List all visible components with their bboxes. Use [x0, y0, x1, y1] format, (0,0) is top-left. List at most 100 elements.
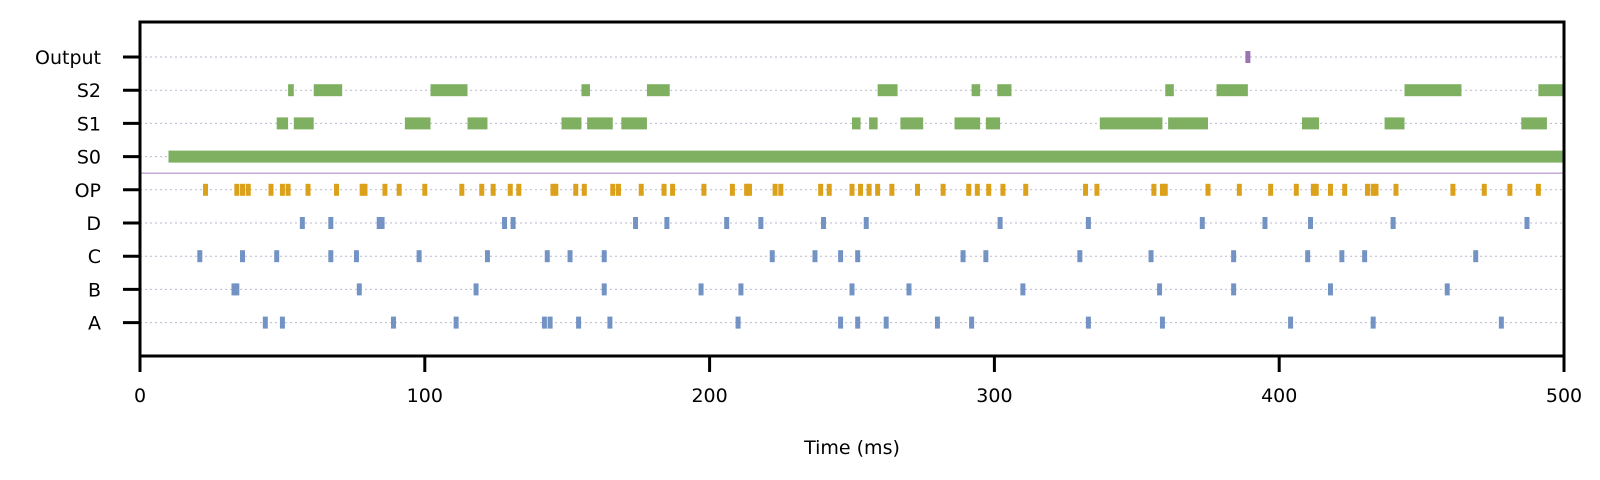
state-s2-1 [313, 84, 343, 97]
event-d-9 [758, 217, 764, 229]
event-op-40 [889, 183, 895, 196]
event-d-14 [1199, 217, 1205, 229]
event-a-7 [607, 316, 613, 329]
event-c-8 [567, 250, 573, 263]
event-op-41 [915, 183, 921, 196]
event-op-45 [986, 183, 992, 196]
event-op-2 [240, 183, 246, 196]
event-b-7 [849, 283, 855, 296]
event-d-10 [821, 217, 827, 229]
event-c-9 [601, 250, 607, 263]
event-a-17 [1370, 316, 1376, 329]
event-op-61 [1364, 183, 1370, 196]
event-c-1 [240, 250, 246, 263]
event-op-46 [1000, 183, 1006, 196]
event-op-34 [818, 183, 824, 196]
state-s1-13 [1168, 117, 1208, 130]
event-c-12 [838, 250, 844, 263]
event-c-15 [983, 250, 989, 263]
event-c-4 [353, 250, 359, 263]
state-s1-4 [561, 117, 582, 130]
event-b-1 [234, 283, 240, 296]
event-d-15 [1262, 217, 1268, 229]
event-c-7 [544, 250, 550, 263]
y-tick-label-a: A [88, 313, 101, 335]
event-c-14 [960, 250, 966, 263]
event-op-10 [362, 183, 368, 196]
event-op-51 [1159, 183, 1165, 196]
event-d-11 [863, 217, 869, 229]
event-d-8 [724, 217, 730, 229]
event-op-29 [729, 183, 735, 196]
event-op-0 [203, 183, 209, 196]
event-c-19 [1305, 250, 1311, 263]
state-s2-6 [971, 84, 981, 97]
event-op-42 [940, 183, 946, 196]
event-op-25 [638, 183, 644, 196]
state-s2-0 [288, 84, 294, 97]
event-d-5 [510, 217, 516, 229]
event-a-4 [541, 316, 547, 329]
event-op-16 [490, 183, 496, 196]
x-tick-label-100: 100 [407, 385, 443, 407]
event-op-49 [1094, 183, 1100, 196]
state-s1-12 [1099, 117, 1163, 130]
event-c-20 [1339, 250, 1345, 263]
event-op-17 [507, 183, 513, 196]
event-b-13 [1444, 283, 1450, 296]
state-s1-11 [985, 117, 1001, 130]
event-c-22 [1473, 250, 1479, 263]
state-s2-5 [877, 84, 898, 97]
event-c-2 [274, 250, 280, 263]
event-a-6 [576, 316, 582, 329]
event-op-26 [661, 183, 667, 196]
event-a-10 [855, 316, 861, 329]
event-op-7 [305, 183, 311, 196]
event-op-68 [1535, 183, 1541, 196]
state-s2-4 [646, 84, 670, 97]
event-op-32 [772, 183, 778, 196]
event-d-0 [299, 217, 305, 229]
event-b-0 [231, 283, 237, 296]
event-b-4 [601, 283, 607, 296]
event-op-18 [516, 183, 522, 196]
event-op-1 [234, 183, 240, 196]
event-output-0 [1245, 51, 1251, 63]
state-s1-0 [276, 117, 289, 130]
event-op-36 [849, 183, 855, 196]
event-op-43 [966, 183, 972, 196]
event-d-7 [664, 217, 670, 229]
event-op-20 [553, 183, 559, 196]
x-tick-label-0: 0 [134, 385, 146, 407]
event-op-64 [1393, 183, 1399, 196]
event-op-27 [670, 183, 676, 196]
event-b-10 [1157, 283, 1163, 296]
event-c-10 [769, 250, 775, 263]
state-s2-8 [1165, 84, 1174, 97]
state-s1-14 [1301, 117, 1320, 130]
event-d-6 [633, 217, 639, 229]
event-op-4 [268, 183, 274, 196]
event-c-18 [1231, 250, 1237, 263]
event-b-3 [473, 283, 479, 296]
event-d-3 [379, 217, 385, 229]
event-op-14 [459, 183, 465, 196]
event-op-58 [1313, 183, 1319, 196]
event-a-12 [934, 316, 940, 329]
event-op-55 [1268, 183, 1274, 196]
event-op-13 [422, 183, 428, 196]
x-axis-label: Time (ms) [803, 437, 900, 459]
event-d-13 [1085, 217, 1091, 229]
event-a-2 [390, 316, 396, 329]
event-c-0 [197, 250, 203, 263]
state-s1-16 [1521, 117, 1547, 130]
event-op-8 [334, 183, 340, 196]
y-tick-label-d: D [86, 213, 101, 235]
event-op-23 [610, 183, 616, 196]
event-op-63 [1373, 183, 1379, 196]
y-tick-label-op: OP [75, 180, 101, 202]
event-b-6 [738, 283, 744, 296]
state-s1-8 [869, 117, 878, 130]
event-op-35 [826, 183, 832, 196]
state-s2-9 [1216, 84, 1248, 97]
